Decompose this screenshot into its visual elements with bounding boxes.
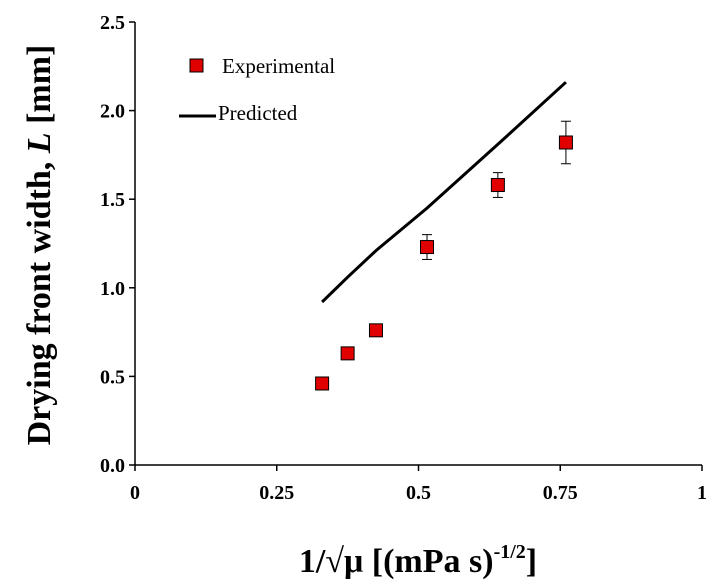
series-layer xyxy=(315,81,573,391)
legend-predicted-label: Predicted xyxy=(218,101,298,125)
legend-experimental-label: Experimental xyxy=(222,54,335,78)
y-tick-label: 2.5 xyxy=(100,12,125,34)
x-axis-title: 1/√μ [(mPa s)-1/2] xyxy=(299,541,537,580)
y-ticks: 0.0 0.5 1.0 1.5 2.0 2.5 xyxy=(100,12,135,477)
x-tick-label: 0.75 xyxy=(543,482,578,504)
experimental-point xyxy=(340,346,355,361)
x-axis-title-superscript: -1/2 xyxy=(494,541,526,563)
y-axis-title-suffix: [mm] xyxy=(21,45,58,133)
x-tick-label: 0 xyxy=(130,482,140,504)
y-axis-title-italic: L xyxy=(21,132,58,154)
y-axis-title: Drying front width, L [mm] xyxy=(21,45,58,446)
y-tick-label: 2.0 xyxy=(100,101,125,123)
x-tick-label: 0.25 xyxy=(259,482,294,504)
legend: Experimental Predicted xyxy=(179,54,335,125)
x-tick-label: 1 xyxy=(697,482,707,504)
experimental-point xyxy=(490,178,505,193)
experimental-point xyxy=(368,323,383,338)
experimental-point xyxy=(420,240,435,255)
y-tick-label: 1.5 xyxy=(100,189,125,211)
x-axis-title-suffix: ] xyxy=(526,543,537,580)
legend-experimental-marker xyxy=(189,58,204,73)
x-tick-label: 0.5 xyxy=(406,482,431,504)
y-tick-label: 0.0 xyxy=(100,455,125,477)
y-axis-title-main: Drying front width, xyxy=(21,153,58,445)
predicted-series-line xyxy=(321,81,567,304)
y-tick-label: 1.0 xyxy=(100,278,125,300)
x-axis-title-main: 1/√μ [(mPa s) xyxy=(299,543,494,580)
experimental-point xyxy=(558,135,573,150)
experimental-point xyxy=(315,376,330,391)
plot-area: 0 0.25 0.5 0.75 1 0.0 0.5 1.0 1.5 2.0 2.5 xyxy=(100,12,707,504)
x-ticks: 0 0.25 0.5 0.75 1 xyxy=(130,465,707,504)
y-tick-label: 0.5 xyxy=(100,366,125,388)
